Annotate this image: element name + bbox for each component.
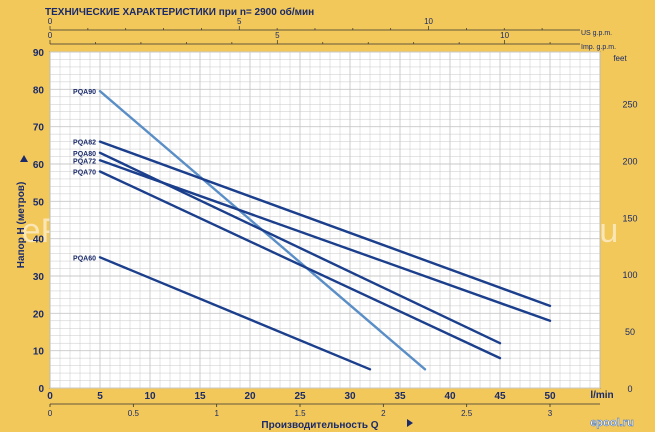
series-label-pqa90: PQA90 — [73, 89, 96, 96]
top-imp-unit: Imp. g.p.m. — [581, 44, 616, 51]
right-tick-label: 250 — [622, 100, 637, 110]
top-imp-tick-label: 10 — [500, 31, 509, 40]
right-axis-unit: feet — [613, 54, 627, 63]
secondary-x-tick-label: 1.5 — [294, 409, 306, 418]
y-tick-label: 90 — [33, 48, 45, 59]
y-tick-label: 80 — [33, 85, 45, 96]
y-tick-label: 50 — [33, 197, 45, 208]
x-tick-label: 15 — [194, 391, 206, 402]
y-tick-label: 10 — [33, 347, 45, 358]
series-label-pqa72: PQA72 — [73, 158, 96, 165]
secondary-x-tick-label: 2 — [381, 409, 386, 418]
x-tick-label: 30 — [344, 391, 356, 402]
x-tick-label: 45 — [494, 391, 506, 402]
grid — [49, 51, 601, 389]
y-axis-label: Напор Н (метров) — [16, 182, 27, 269]
top-us-tick-label: 0 — [48, 17, 53, 26]
x-tick-label: 20 — [244, 391, 256, 402]
top-us-tick-label: 10 — [424, 17, 433, 26]
x-axis-unit: l/min — [590, 390, 613, 401]
secondary-x-tick-label: 2.5 — [461, 409, 473, 418]
chart-title: ТЕХНИЧЕСКИЕ ХАРАКТЕРИСТИКИ при n= 2900 о… — [45, 6, 314, 18]
y-axis-arrow-icon — [20, 155, 28, 162]
x-axis-arrow-icon — [407, 419, 413, 427]
plot-area — [49, 51, 601, 389]
series-label-pqa82: PQA82 — [73, 140, 96, 147]
secondary-x-tick-label: 1 — [214, 409, 219, 418]
x-tick-label: 25 — [294, 391, 306, 402]
right-tick-label: 150 — [622, 213, 637, 223]
x-tick-label: 5 — [97, 391, 103, 402]
top-imp-tick-label: 0 — [48, 31, 53, 40]
y-tick-label: 70 — [33, 123, 45, 134]
y-tick-label: 60 — [33, 160, 45, 171]
series-line-pqa70 — [98, 170, 502, 360]
series-line-pqa82 — [98, 140, 552, 308]
x-tick-label: 35 — [394, 391, 406, 402]
series-line-pqa60 — [98, 256, 372, 371]
logo-text: epool.ru — [590, 417, 633, 429]
y-tick-label: 0 — [38, 384, 44, 395]
x-tick-label: 0 — [47, 391, 53, 402]
y-tick-label: 40 — [33, 235, 45, 246]
y-tick-label: 20 — [33, 309, 45, 320]
series-line-pqa72 — [98, 159, 552, 322]
right-tick-label: 0 — [627, 384, 632, 394]
secondary-x-tick-label: 3 — [548, 409, 553, 418]
secondary-x-tick-label: 0 — [48, 409, 53, 418]
series-label-pqa70: PQA70 — [73, 169, 96, 176]
x-axis-label: Производительность Q — [261, 420, 378, 431]
x-tick-label: 10 — [144, 391, 156, 402]
right-tick-label: 200 — [622, 156, 637, 166]
series-label-pqa60: PQA60 — [73, 255, 96, 262]
top-imp-tick-label: 5 — [275, 31, 280, 40]
top-us-tick-label: 5 — [237, 17, 242, 26]
x-tick-label: 50 — [544, 391, 556, 402]
series-label-pqa80: PQA80 — [73, 151, 96, 158]
right-tick-label: 100 — [622, 270, 637, 280]
y-tick-label: 30 — [33, 272, 45, 283]
top-us-unit: US g.p.m. — [581, 30, 612, 37]
x-tick-label: 40 — [444, 391, 456, 402]
secondary-x-tick-label: 0.5 — [128, 409, 140, 418]
right-tick-label: 50 — [625, 327, 635, 337]
